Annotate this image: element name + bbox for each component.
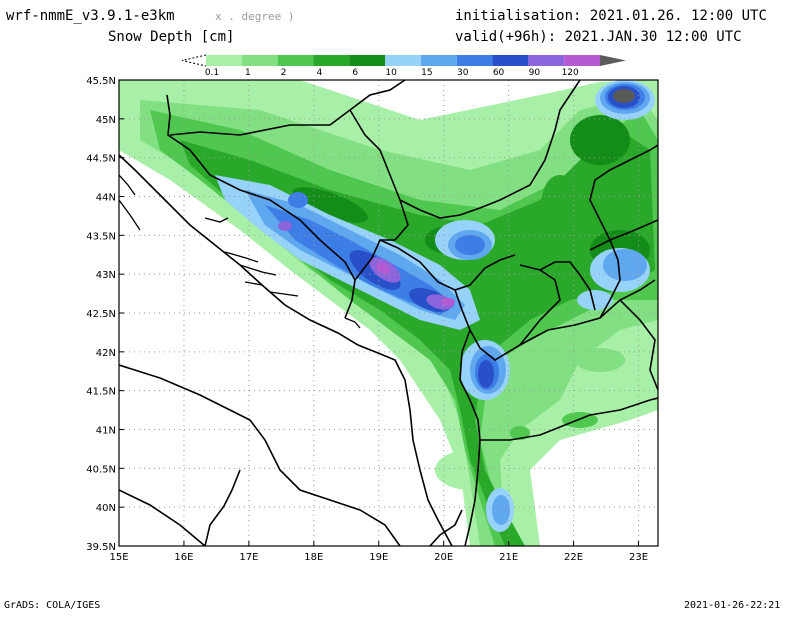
lat-label: 45N xyxy=(96,115,116,126)
country-borders xyxy=(166,80,658,546)
lat-label: 41N xyxy=(96,426,116,437)
render-timestamp: 2021-01-26-22:21 xyxy=(684,600,781,611)
colorbar-label: 0.1 xyxy=(205,68,219,78)
lat-label: 40N xyxy=(96,503,116,514)
latitude-labels: 45.5N 45N 44.5N 44N 43.5N 43N 42.5N 42N 41.5N 41N… xyxy=(86,76,116,553)
lon-label: 19E xyxy=(369,552,388,563)
model-title: wrf-nmmE_v3.9.1-e3km xyxy=(6,8,175,24)
colorbar-lower-end xyxy=(181,54,207,67)
lat-label: 43.5N xyxy=(86,231,116,242)
colorbar-label: 6 xyxy=(352,68,358,78)
lon-label: 18E xyxy=(304,552,323,563)
snow-field-120cm xyxy=(375,261,455,306)
lon-label: 22E xyxy=(564,552,583,563)
colorbar-label: 1 xyxy=(245,68,251,78)
lat-label: 44N xyxy=(96,193,116,204)
lon-label: 17E xyxy=(239,552,258,563)
coastline xyxy=(119,154,463,546)
colorbar-label: 2 xyxy=(281,68,287,78)
colorbar-swatch xyxy=(206,55,242,66)
colorbar-label: 30 xyxy=(457,68,469,78)
lat-label: 43N xyxy=(96,270,116,281)
lon-label: 20E xyxy=(434,552,453,563)
colorbar-swatch xyxy=(277,55,314,66)
colorbar-swatch xyxy=(528,55,565,66)
axis-ticks xyxy=(118,79,640,547)
islands xyxy=(119,174,361,329)
colorbar-label: 90 xyxy=(529,68,541,78)
colorbar-label: 120 xyxy=(562,68,579,78)
lat-label: 41.5N xyxy=(86,387,116,398)
colorbar-swatch xyxy=(241,55,278,66)
valid-label: valid(+96h): xyxy=(455,29,557,45)
lat-label: 42.5N xyxy=(86,309,116,320)
init-time: 2021.01.26. 12:00 UTC xyxy=(589,8,767,24)
colorbar-label: 4 xyxy=(317,68,323,78)
colorbar-swatch xyxy=(313,55,350,66)
lat-label: 39.5N xyxy=(86,542,116,553)
lat-label: 45.5N xyxy=(86,76,116,87)
longitude-labels: 15E 16E 17E 18E 19E 20E 21E 22E 23E xyxy=(109,552,648,563)
colorbar-swatch xyxy=(564,55,600,66)
valid-time-line: valid(+96h): 2021.JAN.30 12:00 UTC xyxy=(455,29,742,45)
colorbar-label: 15 xyxy=(421,68,432,78)
lat-label: 44.5N xyxy=(86,154,116,165)
lon-label: 16E xyxy=(174,552,193,563)
lon-label: 15E xyxy=(109,552,128,563)
variable-title: Snow Depth [cm] xyxy=(108,29,235,45)
init-label: initialisation: xyxy=(455,8,582,24)
colorbar-swatch xyxy=(492,55,529,66)
colorbar-swatch xyxy=(420,55,457,66)
lat-label: 42N xyxy=(96,348,116,359)
lon-label: 21E xyxy=(499,552,518,563)
snow-field-over-120cm xyxy=(613,89,635,103)
colorbar: 0.1 1 2 4 6 10 15 30 60 90 120 xyxy=(181,54,626,78)
colorbar-label: 10 xyxy=(385,68,397,78)
grads-credit: GrADS: COLA/IGES xyxy=(4,600,101,611)
init-time-line: initialisation: 2021.01.26. 12:00 UTC xyxy=(455,8,767,24)
map-plot-area xyxy=(119,80,658,546)
colorbar-swatch xyxy=(349,55,386,66)
lat-label: 40.5N xyxy=(86,464,116,475)
colorbar-label: 60 xyxy=(493,68,505,78)
colorbar-swatch xyxy=(456,55,493,66)
colorbar-end-arrow xyxy=(600,55,626,66)
lon-label: 23E xyxy=(629,552,648,563)
model-subtitle: x . degree ) xyxy=(215,10,295,23)
colorbar-swatch xyxy=(385,55,421,66)
valid-time: 2021.JAN.30 12:00 UTC xyxy=(564,29,742,45)
